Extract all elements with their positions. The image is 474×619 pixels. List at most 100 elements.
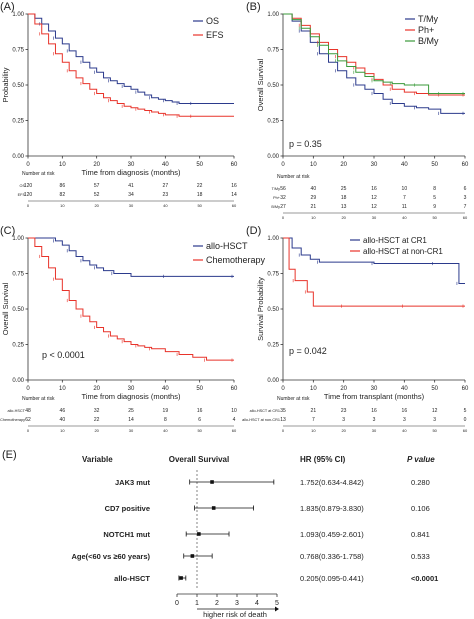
risk-count: 6 — [198, 417, 201, 423]
risk-row-label: EFS — [18, 193, 26, 197]
risk-count: 120 — [24, 192, 33, 198]
risk-time-label: 60 — [463, 215, 468, 220]
risk-count: 5 — [464, 408, 467, 414]
legend-label: T/My — [418, 14, 438, 24]
risk-count: 12 — [432, 408, 438, 414]
p-value: 0.841 — [411, 530, 430, 539]
p-value-annotation: p < 0.0001 — [42, 350, 85, 360]
risk-count: 56 — [280, 186, 286, 192]
km-panel-3: (C)0 10 20 30 40 50 600.000.250.500.751.00Time… — [0, 225, 266, 433]
forest-panel: (E) Variable Overall Survival HR (95% CI) P … — [2, 449, 438, 619]
x-tick-label: 20 — [93, 162, 100, 168]
x-tick-label: 0 — [26, 386, 30, 392]
risk-count: 32 — [94, 408, 100, 414]
variable-label: NOTCH1 mut — [103, 530, 150, 539]
risk-time-label: 0 — [282, 428, 285, 433]
hr-point — [197, 532, 201, 536]
legend-label: OS — [206, 16, 219, 26]
panel-label: (C) — [0, 225, 15, 237]
legend-label: allo-HSCT — [206, 241, 248, 251]
km-panel-2: (B)0 10 20 30 40 50 600.000.250.500.751.00Over… — [246, 1, 469, 220]
risk-table-title: Number at risk — [277, 396, 310, 402]
risk-count: 5 — [433, 195, 436, 201]
risk-row-label: OS — [20, 184, 26, 188]
risk-count: 29 — [311, 195, 317, 201]
x-tick-label: 40 — [162, 162, 169, 168]
risk-count: 16 — [231, 183, 237, 189]
risk-time-label: 40 — [163, 428, 168, 433]
x-tick-label: 10 — [310, 386, 317, 392]
x-tick-label: 10 — [59, 162, 66, 168]
legend-label: EFS — [206, 30, 224, 40]
x-axis-title: Time from diagnosis (months) — [82, 392, 181, 401]
hr-value: 1.093(0.459-2.601) — [300, 530, 364, 539]
risk-count: 16 — [402, 408, 408, 414]
risk-count: 41 — [128, 183, 134, 189]
risk-time-label: 60 — [463, 428, 468, 433]
risk-table-title: Number at risk — [277, 174, 310, 180]
p-value: 0.280 — [411, 478, 430, 487]
hr-point — [190, 554, 195, 558]
x-tick-label: 40 — [401, 386, 408, 392]
y-tick-label: 1.00 — [267, 236, 279, 242]
header-p: P value — [407, 455, 435, 464]
forest-x-tick-label: 1 — [195, 600, 199, 607]
y-axis-title: Probability — [1, 67, 10, 102]
series-line-3 — [283, 13, 465, 95]
legend-label: B/My — [418, 36, 439, 46]
x-tick-label: 50 — [196, 386, 203, 392]
risk-count: 22 — [94, 417, 100, 423]
x-tick-label: 40 — [162, 386, 169, 392]
y-tick-label: 0.50 — [12, 307, 24, 313]
risk-count: 40 — [311, 186, 317, 192]
arrow-label: higher risk of death — [203, 610, 267, 619]
risk-count: 62 — [25, 417, 31, 423]
risk-count: 25 — [128, 408, 134, 414]
risk-row-label: B/My — [271, 205, 280, 209]
hr-value: 0.205(0.095-0.441) — [300, 574, 364, 583]
risk-count: 16 — [197, 408, 203, 414]
risk-time-label: 40 — [163, 203, 168, 208]
x-tick-label: 30 — [371, 386, 378, 392]
risk-table-title: Number at risk — [22, 396, 55, 402]
risk-count: 16 — [371, 186, 377, 192]
risk-count: 8 — [164, 417, 167, 423]
risk-time-label: 50 — [197, 203, 202, 208]
risk-count: 14 — [128, 417, 134, 423]
forest-x-tick-label: 0 — [175, 600, 179, 607]
risk-count: 23 — [341, 408, 347, 414]
risk-count: 27 — [280, 204, 286, 210]
risk-time-label: 0 — [27, 428, 30, 433]
risk-count: 10 — [402, 186, 408, 192]
legend-label: allo-HSCT at CR1 — [363, 236, 427, 245]
forest-row: CD7 positive 1.835(0.879-3.830) 0.106 — [105, 504, 430, 513]
hr-value: 1.835(0.879-3.830) — [300, 504, 364, 513]
risk-time-label: 50 — [197, 428, 202, 433]
risk-count: 7 — [312, 417, 315, 423]
forest-row: NOTCH1 mut 1.093(0.459-2.601) 0.841 — [103, 530, 429, 539]
y-axis-title: Survival Probability — [256, 277, 265, 341]
series-line-1 — [283, 237, 465, 284]
risk-count: 120 — [24, 183, 33, 189]
risk-count: 23 — [163, 192, 169, 198]
risk-count: 40 — [60, 417, 66, 423]
risk-time-label: 10 — [60, 428, 65, 433]
y-tick-label: 0.00 — [267, 378, 279, 384]
risk-count: 13 — [341, 204, 347, 210]
x-tick-label: 30 — [128, 162, 135, 168]
risk-time-label: 10 — [311, 215, 316, 220]
risk-count: 86 — [60, 183, 66, 189]
x-tick-label: 20 — [93, 386, 100, 392]
risk-count: 57 — [94, 183, 100, 189]
risk-count: 22 — [197, 183, 203, 189]
risk-count: 12 — [371, 204, 377, 210]
x-axis-title: Time from diagnosis (months) — [82, 168, 181, 177]
x-tick-label: 0 — [281, 162, 285, 168]
risk-count: 18 — [341, 195, 347, 201]
p-value-annotation: p = 0.042 — [289, 346, 327, 356]
series-line-2 — [283, 13, 465, 96]
p-value: <0.0001 — [411, 574, 438, 583]
risk-count: 48 — [25, 408, 31, 414]
risk-time-label: 50 — [432, 215, 437, 220]
panel-label: (B) — [246, 1, 261, 13]
